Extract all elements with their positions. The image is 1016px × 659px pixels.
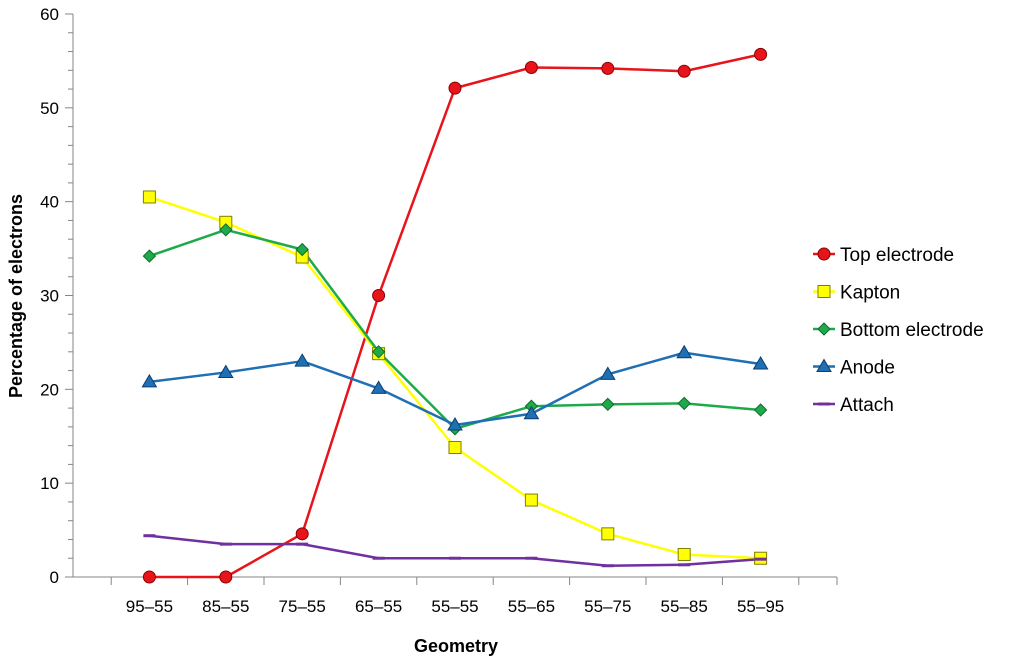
- data-point-anode: [141, 373, 158, 388]
- data-point-kapton: [677, 547, 691, 561]
- y-tick-label: 60: [40, 5, 59, 24]
- data-point-anode: [599, 366, 616, 380]
- data-point-bottom-electrode: [677, 396, 691, 411]
- x-tick-label: 55–95: [737, 597, 784, 616]
- x-tick-label: 75–55: [279, 597, 326, 616]
- data-point-top-electrode: [754, 47, 768, 61]
- axes: 0 10 20 30 40 50 60 95–55 85–55 75–55 65–55 55–55 55…: [40, 5, 838, 616]
- x-axis-title: Geometry: [414, 636, 498, 656]
- legend-item-attach: Attach: [813, 395, 894, 416]
- data-point-top-electrode: [219, 570, 233, 584]
- legend-swatch-marker: [816, 358, 832, 372]
- x-tick-label: 55–75: [584, 597, 631, 616]
- series-line-kapton: [149, 195, 761, 560]
- data-point-top-electrode: [295, 527, 309, 541]
- data-point-bottom-electrode: [142, 249, 157, 263]
- data-point-anode: [294, 353, 311, 367]
- series-markers: [141, 47, 769, 584]
- legend-swatch-marker: [817, 322, 831, 336]
- data-point-top-electrode: [601, 61, 615, 75]
- data-point-anode: [370, 380, 387, 394]
- y-tick-label: 10: [40, 474, 59, 493]
- data-point-top-electrode: [372, 289, 386, 302]
- y-tick-label: 20: [40, 380, 59, 399]
- legend-item-kapton: Kapton: [813, 283, 900, 304]
- data-point-top-electrode: [524, 60, 538, 74]
- legend-label: Anode: [840, 358, 895, 379]
- data-point-bottom-electrode: [371, 345, 386, 359]
- data-point-anode: [523, 405, 540, 420]
- data-point-kapton: [142, 190, 156, 204]
- data-point-bottom-electrode: [601, 397, 615, 412]
- data-point-anode: [447, 416, 463, 431]
- data-point-kapton: [448, 441, 462, 455]
- x-tick-label: 85–55: [202, 597, 249, 616]
- y-tick-label: 50: [40, 99, 59, 118]
- data-point-top-electrode: [448, 81, 462, 95]
- y-tick-label: 30: [40, 287, 59, 306]
- data-point-anode: [676, 344, 693, 359]
- y-axis-title: Percentage of electrons: [6, 194, 26, 398]
- data-point-kapton: [524, 493, 538, 507]
- x-tick-label: 65–55: [355, 597, 402, 616]
- legend-label: Top electrode: [840, 245, 954, 266]
- data-point-top-electrode: [142, 570, 156, 584]
- legend-swatch-marker: [817, 247, 831, 261]
- data-point-bottom-electrode: [753, 403, 768, 417]
- legend-label: Kapton: [840, 283, 900, 304]
- legend-item-anode: Anode: [813, 358, 895, 379]
- series-line-bottom-electrode: [148, 228, 761, 430]
- data-point-kapton: [601, 527, 615, 541]
- legend-swatch-marker: [817, 285, 831, 298]
- legend-item-top-electrode: Top electrode: [813, 245, 954, 266]
- legend-item-bottom-electrode: Bottom electrode: [813, 320, 984, 341]
- y-tick-label: 0: [50, 568, 59, 587]
- legend: Top electrode Kapton Bottom electrode Anode…: [813, 245, 984, 416]
- data-point-anode: [217, 364, 234, 378]
- x-tick-label: 55–65: [508, 597, 555, 616]
- series-line-top-electrode: [149, 53, 761, 579]
- x-tick-label: 95–55: [126, 597, 173, 616]
- legend-label: Bottom electrode: [840, 320, 984, 341]
- data-point-bottom-electrode: [295, 242, 309, 257]
- x-tick-label: 55–55: [431, 597, 478, 616]
- data-point-bottom-electrode: [219, 223, 233, 237]
- x-tick-label: 55–85: [661, 597, 708, 616]
- series-line-anode: [149, 351, 761, 427]
- series-lines: [148, 53, 761, 579]
- data-point-top-electrode: [677, 64, 691, 78]
- y-tick-label: 40: [40, 193, 59, 212]
- legend-label: Attach: [840, 395, 894, 416]
- data-point-anode: [752, 356, 769, 370]
